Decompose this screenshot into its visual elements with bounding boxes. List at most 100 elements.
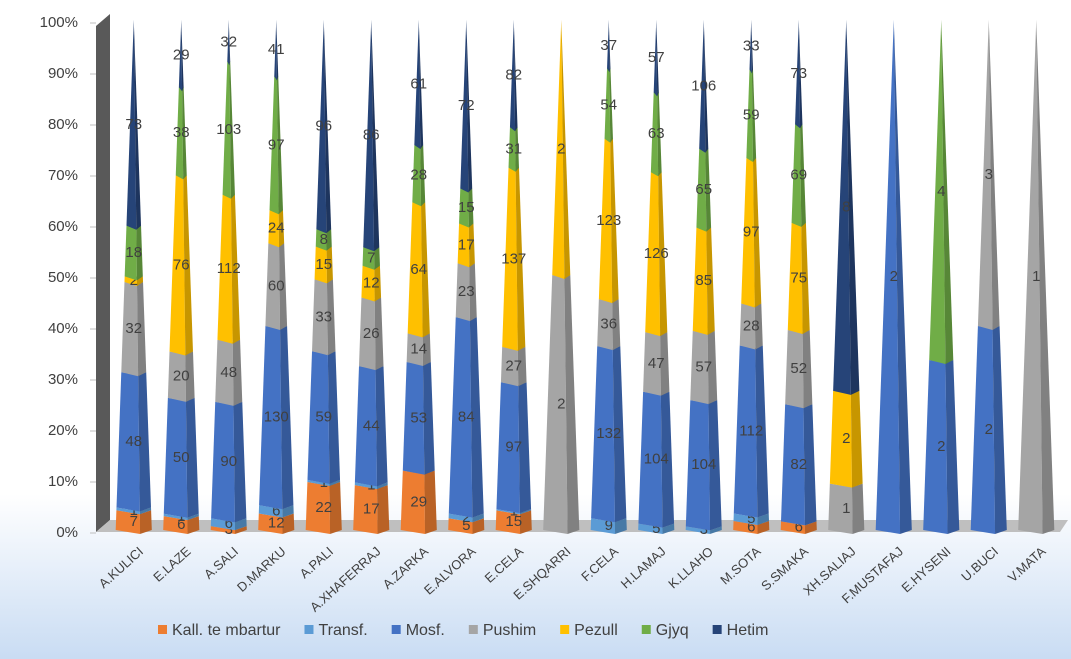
pyramid-segment bbox=[412, 144, 422, 207]
pyramid-segment bbox=[643, 332, 661, 396]
pyramid-side bbox=[468, 188, 474, 228]
pyramid-segment bbox=[307, 351, 330, 484]
data-label: 103 bbox=[216, 121, 241, 138]
data-label: 65 bbox=[695, 181, 712, 198]
pyramid-segment bbox=[502, 167, 518, 351]
data-label: 6 bbox=[177, 516, 185, 533]
pyramid-side bbox=[754, 303, 763, 350]
pyramid-segment bbox=[733, 513, 758, 525]
pyramid-segment bbox=[448, 518, 473, 534]
pyramid-side bbox=[800, 124, 806, 227]
pyramid-side bbox=[230, 194, 241, 344]
pyramid-segment bbox=[543, 275, 568, 534]
pyramid-side bbox=[329, 482, 342, 534]
pyramid-side bbox=[374, 247, 380, 270]
pyramid-segment bbox=[638, 523, 663, 534]
pyramid-side bbox=[751, 20, 754, 74]
data-label: 41 bbox=[268, 41, 285, 58]
data-label: 38 bbox=[173, 124, 190, 141]
pyramid-segment bbox=[500, 346, 519, 387]
pyramid-side bbox=[374, 265, 382, 302]
pyramid-segment bbox=[126, 20, 137, 230]
data-label: 47 bbox=[648, 355, 665, 372]
data-label: 22 bbox=[315, 499, 332, 516]
pyramid-segment bbox=[361, 265, 375, 302]
pyramid-segment bbox=[590, 518, 616, 534]
pyramid-side bbox=[893, 20, 912, 534]
pyramid-segment bbox=[833, 20, 851, 395]
pyramid-side bbox=[988, 20, 1000, 330]
pyramid-segment bbox=[598, 138, 613, 304]
pyramid-side bbox=[992, 326, 1007, 534]
data-label: 1 bbox=[1032, 268, 1040, 285]
pyramid-segment bbox=[970, 326, 996, 534]
pyramid-segment bbox=[406, 333, 423, 367]
pyramid-side bbox=[657, 92, 662, 177]
data-label: 97 bbox=[505, 439, 522, 456]
pyramid-segment bbox=[977, 20, 993, 330]
pyramid-segment bbox=[363, 20, 375, 252]
pyramid-segment bbox=[875, 20, 901, 534]
legend-label: Kall. te mbartur bbox=[172, 622, 281, 639]
legend-swatch bbox=[158, 625, 167, 634]
pyramid-side bbox=[424, 470, 437, 534]
legend-swatch bbox=[391, 625, 401, 634]
data-label: 32 bbox=[220, 34, 237, 51]
pyramid-segment bbox=[685, 526, 711, 534]
pyramid-segment bbox=[353, 485, 378, 534]
data-label: 29 bbox=[173, 47, 190, 64]
pyramid-segment bbox=[650, 92, 659, 177]
pyramid-segment bbox=[597, 299, 613, 351]
pyramid-side bbox=[282, 505, 294, 518]
pyramid-side bbox=[469, 263, 477, 322]
data-label: 53 bbox=[410, 409, 427, 426]
pyramid-segment bbox=[692, 227, 708, 335]
data-label: 69 bbox=[790, 167, 807, 184]
pyramid-side bbox=[133, 20, 142, 230]
pyramid-segment bbox=[508, 127, 516, 172]
pyramid-segment bbox=[459, 188, 469, 228]
pyramid-segment bbox=[116, 372, 140, 512]
pyramid-side bbox=[751, 69, 757, 162]
pyramid-side bbox=[371, 20, 380, 252]
data-label: 6 bbox=[272, 502, 280, 519]
y-tick-label: 30% bbox=[48, 371, 78, 388]
pyramid-side bbox=[422, 362, 435, 475]
pyramid-segment bbox=[169, 175, 186, 356]
data-label: 85 bbox=[695, 272, 712, 289]
pyramid-side bbox=[327, 351, 341, 484]
pyramid-side bbox=[710, 526, 722, 534]
data-label: 2 bbox=[985, 421, 993, 438]
pyramid-side bbox=[609, 68, 613, 143]
legend-swatch bbox=[560, 625, 570, 634]
pyramid-segment bbox=[167, 351, 186, 402]
data-label: 54 bbox=[600, 96, 617, 113]
data-label: 96 bbox=[315, 118, 332, 135]
pyramid-side bbox=[517, 346, 527, 387]
pyramid-segment bbox=[1018, 20, 1043, 534]
data-label: 12 bbox=[363, 275, 380, 292]
pyramid-side bbox=[708, 400, 722, 531]
data-label: 2 bbox=[937, 438, 945, 455]
pyramid-side bbox=[235, 526, 247, 534]
pyramid-segment bbox=[690, 330, 709, 405]
data-label: 75 bbox=[790, 269, 807, 286]
y-tick-label: 50% bbox=[48, 269, 78, 286]
pyramid-segment bbox=[316, 20, 327, 234]
data-label: 73 bbox=[125, 116, 142, 133]
pyramid-side bbox=[280, 326, 294, 510]
back-wall bbox=[96, 14, 110, 532]
data-label: 27 bbox=[505, 358, 522, 375]
data-label: 6 bbox=[225, 515, 233, 532]
pyramid-side bbox=[136, 225, 143, 281]
pyramid-segment bbox=[509, 20, 516, 132]
pyramid-segment bbox=[749, 20, 752, 74]
data-label: 17 bbox=[458, 236, 475, 253]
pyramid-segment bbox=[460, 20, 469, 193]
data-label: 73 bbox=[790, 65, 807, 82]
data-label: 3 bbox=[985, 166, 993, 183]
pyramid-segment bbox=[163, 516, 188, 534]
pyramid-side bbox=[1036, 20, 1055, 534]
pyramid-side bbox=[420, 144, 426, 207]
